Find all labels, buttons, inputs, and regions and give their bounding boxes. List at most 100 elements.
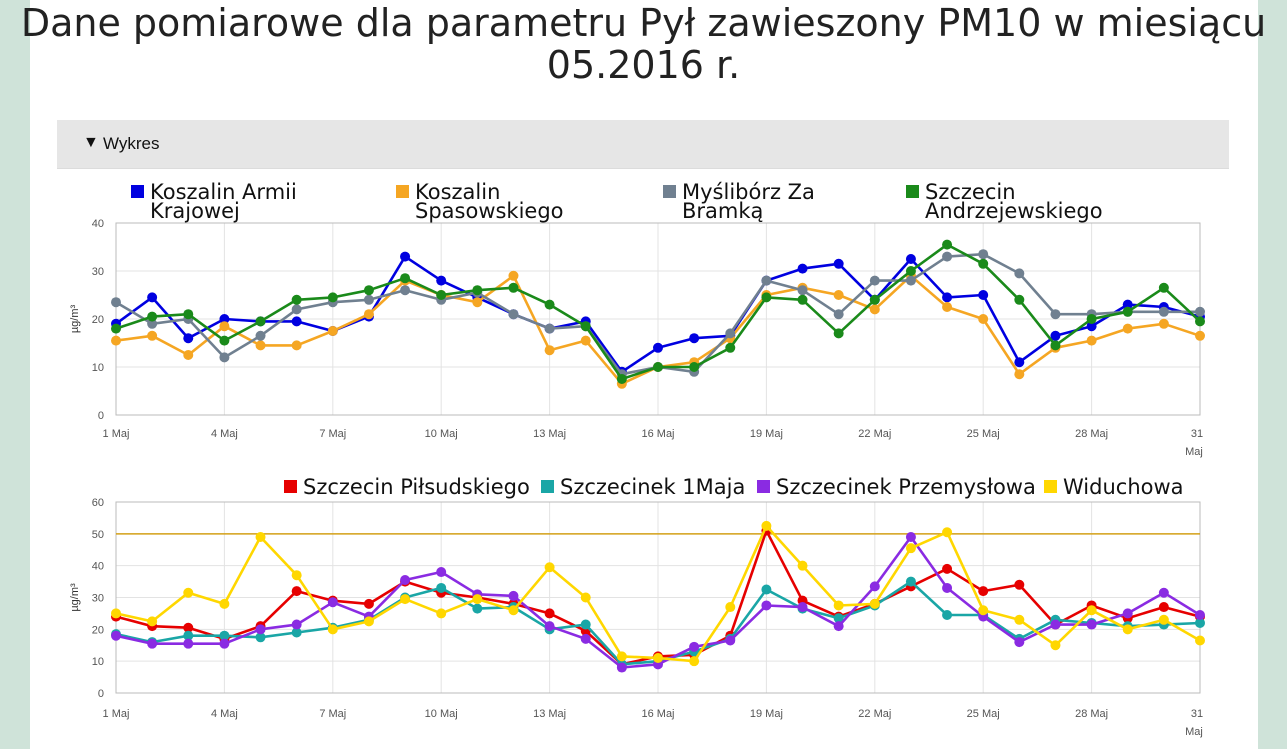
data-point <box>797 294 808 305</box>
data-point <box>255 624 266 635</box>
data-point <box>219 321 230 332</box>
data-point <box>183 309 194 320</box>
y-tick-label: 10 <box>92 656 104 668</box>
data-point <box>1195 316 1205 327</box>
data-point <box>291 340 302 351</box>
data-point <box>1195 635 1205 646</box>
data-point <box>508 270 519 281</box>
data-point <box>219 630 230 641</box>
legend-label: Szczecin Andrzejewskiego <box>925 180 1103 223</box>
data-point <box>363 309 374 320</box>
data-point <box>1050 330 1061 341</box>
data-point <box>147 330 158 341</box>
y-axis-label: µg/m³ <box>69 304 81 333</box>
data-point <box>942 292 953 303</box>
data-point <box>544 299 555 310</box>
data-point <box>436 290 447 300</box>
data-point <box>1014 369 1025 380</box>
page-title: Dane pomiarowe dla parametru Pył zawiesz… <box>20 1 1267 87</box>
x-tick-label: 22 Maj <box>858 428 891 440</box>
data-point <box>544 345 555 356</box>
data-point <box>833 613 844 624</box>
legend-label: Szczecin Piłsudskiego <box>303 475 530 499</box>
data-point <box>978 586 989 597</box>
data-point <box>1050 640 1061 651</box>
x-tick-label: 13 Maj <box>533 428 566 440</box>
data-point <box>436 582 447 593</box>
data-point <box>255 330 266 341</box>
chart-panel-toggle[interactable]: ▼ Wykres <box>57 120 1229 169</box>
legend-swatch <box>757 480 770 493</box>
x-tick-label: 31 Maj <box>1185 708 1203 738</box>
data-point <box>508 309 519 320</box>
data-point <box>905 275 916 286</box>
data-point <box>544 608 555 619</box>
legend-label: Szczecinek 1Maja <box>560 475 745 499</box>
x-tick-label: 25 Maj <box>967 708 1000 720</box>
data-point <box>183 630 194 641</box>
data-point <box>725 342 736 353</box>
data-point <box>797 285 808 296</box>
data-point <box>978 605 989 616</box>
data-point <box>725 635 736 646</box>
data-point <box>1158 282 1169 293</box>
data-point <box>472 285 483 296</box>
legend-label: Koszalin Armii Krajowej <box>150 180 297 223</box>
data-point <box>797 263 808 274</box>
legend-item: Szczecin Piłsudskiego <box>284 475 530 499</box>
data-point <box>761 600 772 611</box>
legend-swatch <box>1044 480 1057 493</box>
data-point <box>544 562 555 573</box>
data-point <box>1158 306 1169 317</box>
data-point <box>942 251 953 262</box>
data-point <box>978 290 989 300</box>
chart-pm10-top: 0 10 20 30 40 µg/m³ 1 Maj 4 Maj 7 Maj 10 Maj 13 Ma… <box>69 180 1205 458</box>
data-point <box>327 292 338 303</box>
data-point <box>869 581 880 592</box>
data-point <box>689 333 700 344</box>
legend-item: Koszalin Spasowskiego <box>396 180 564 223</box>
legend-label: Widuchowa <box>1063 475 1184 499</box>
x-tick-label: 7 Maj <box>319 708 346 720</box>
legend-swatch <box>131 185 144 198</box>
y-tick-label: 0 <box>98 410 104 422</box>
x-tick-label: 13 Maj <box>533 708 566 720</box>
data-point <box>833 600 844 611</box>
data-point <box>689 641 700 652</box>
data-point <box>833 621 844 632</box>
data-point <box>653 342 663 353</box>
data-point <box>255 316 266 327</box>
legend-swatch <box>541 480 554 493</box>
data-point <box>1195 617 1205 628</box>
data-point <box>616 651 627 662</box>
y-tick-label: 40 <box>92 561 104 573</box>
data-point <box>1195 306 1205 317</box>
data-point <box>761 275 772 286</box>
x-tick-label: 1 Maj <box>103 428 130 440</box>
data-point <box>147 292 158 303</box>
data-point <box>363 598 374 609</box>
data-point <box>1014 579 1025 590</box>
data-point <box>942 610 953 621</box>
data-point <box>905 543 916 554</box>
data-point <box>436 567 447 578</box>
data-point <box>147 638 158 649</box>
data-point <box>147 318 158 329</box>
data-point <box>291 294 302 305</box>
x-tick-label: 22 Maj <box>858 708 891 720</box>
data-point <box>255 340 266 351</box>
data-point <box>580 633 591 644</box>
x-tick-label: 4 Maj <box>211 708 238 720</box>
data-point <box>833 290 844 300</box>
data-point <box>219 314 230 324</box>
data-point <box>363 294 374 305</box>
data-point <box>183 622 194 633</box>
data-point <box>111 297 121 308</box>
data-point <box>400 273 411 284</box>
y-tick-label: 30 <box>92 593 104 605</box>
data-point <box>508 590 519 601</box>
data-point <box>725 602 736 613</box>
data-point <box>147 311 158 322</box>
legend-item: Koszalin Armii Krajowej <box>131 180 297 223</box>
legend-item: Myślibórz Za Bramką <box>663 180 815 223</box>
